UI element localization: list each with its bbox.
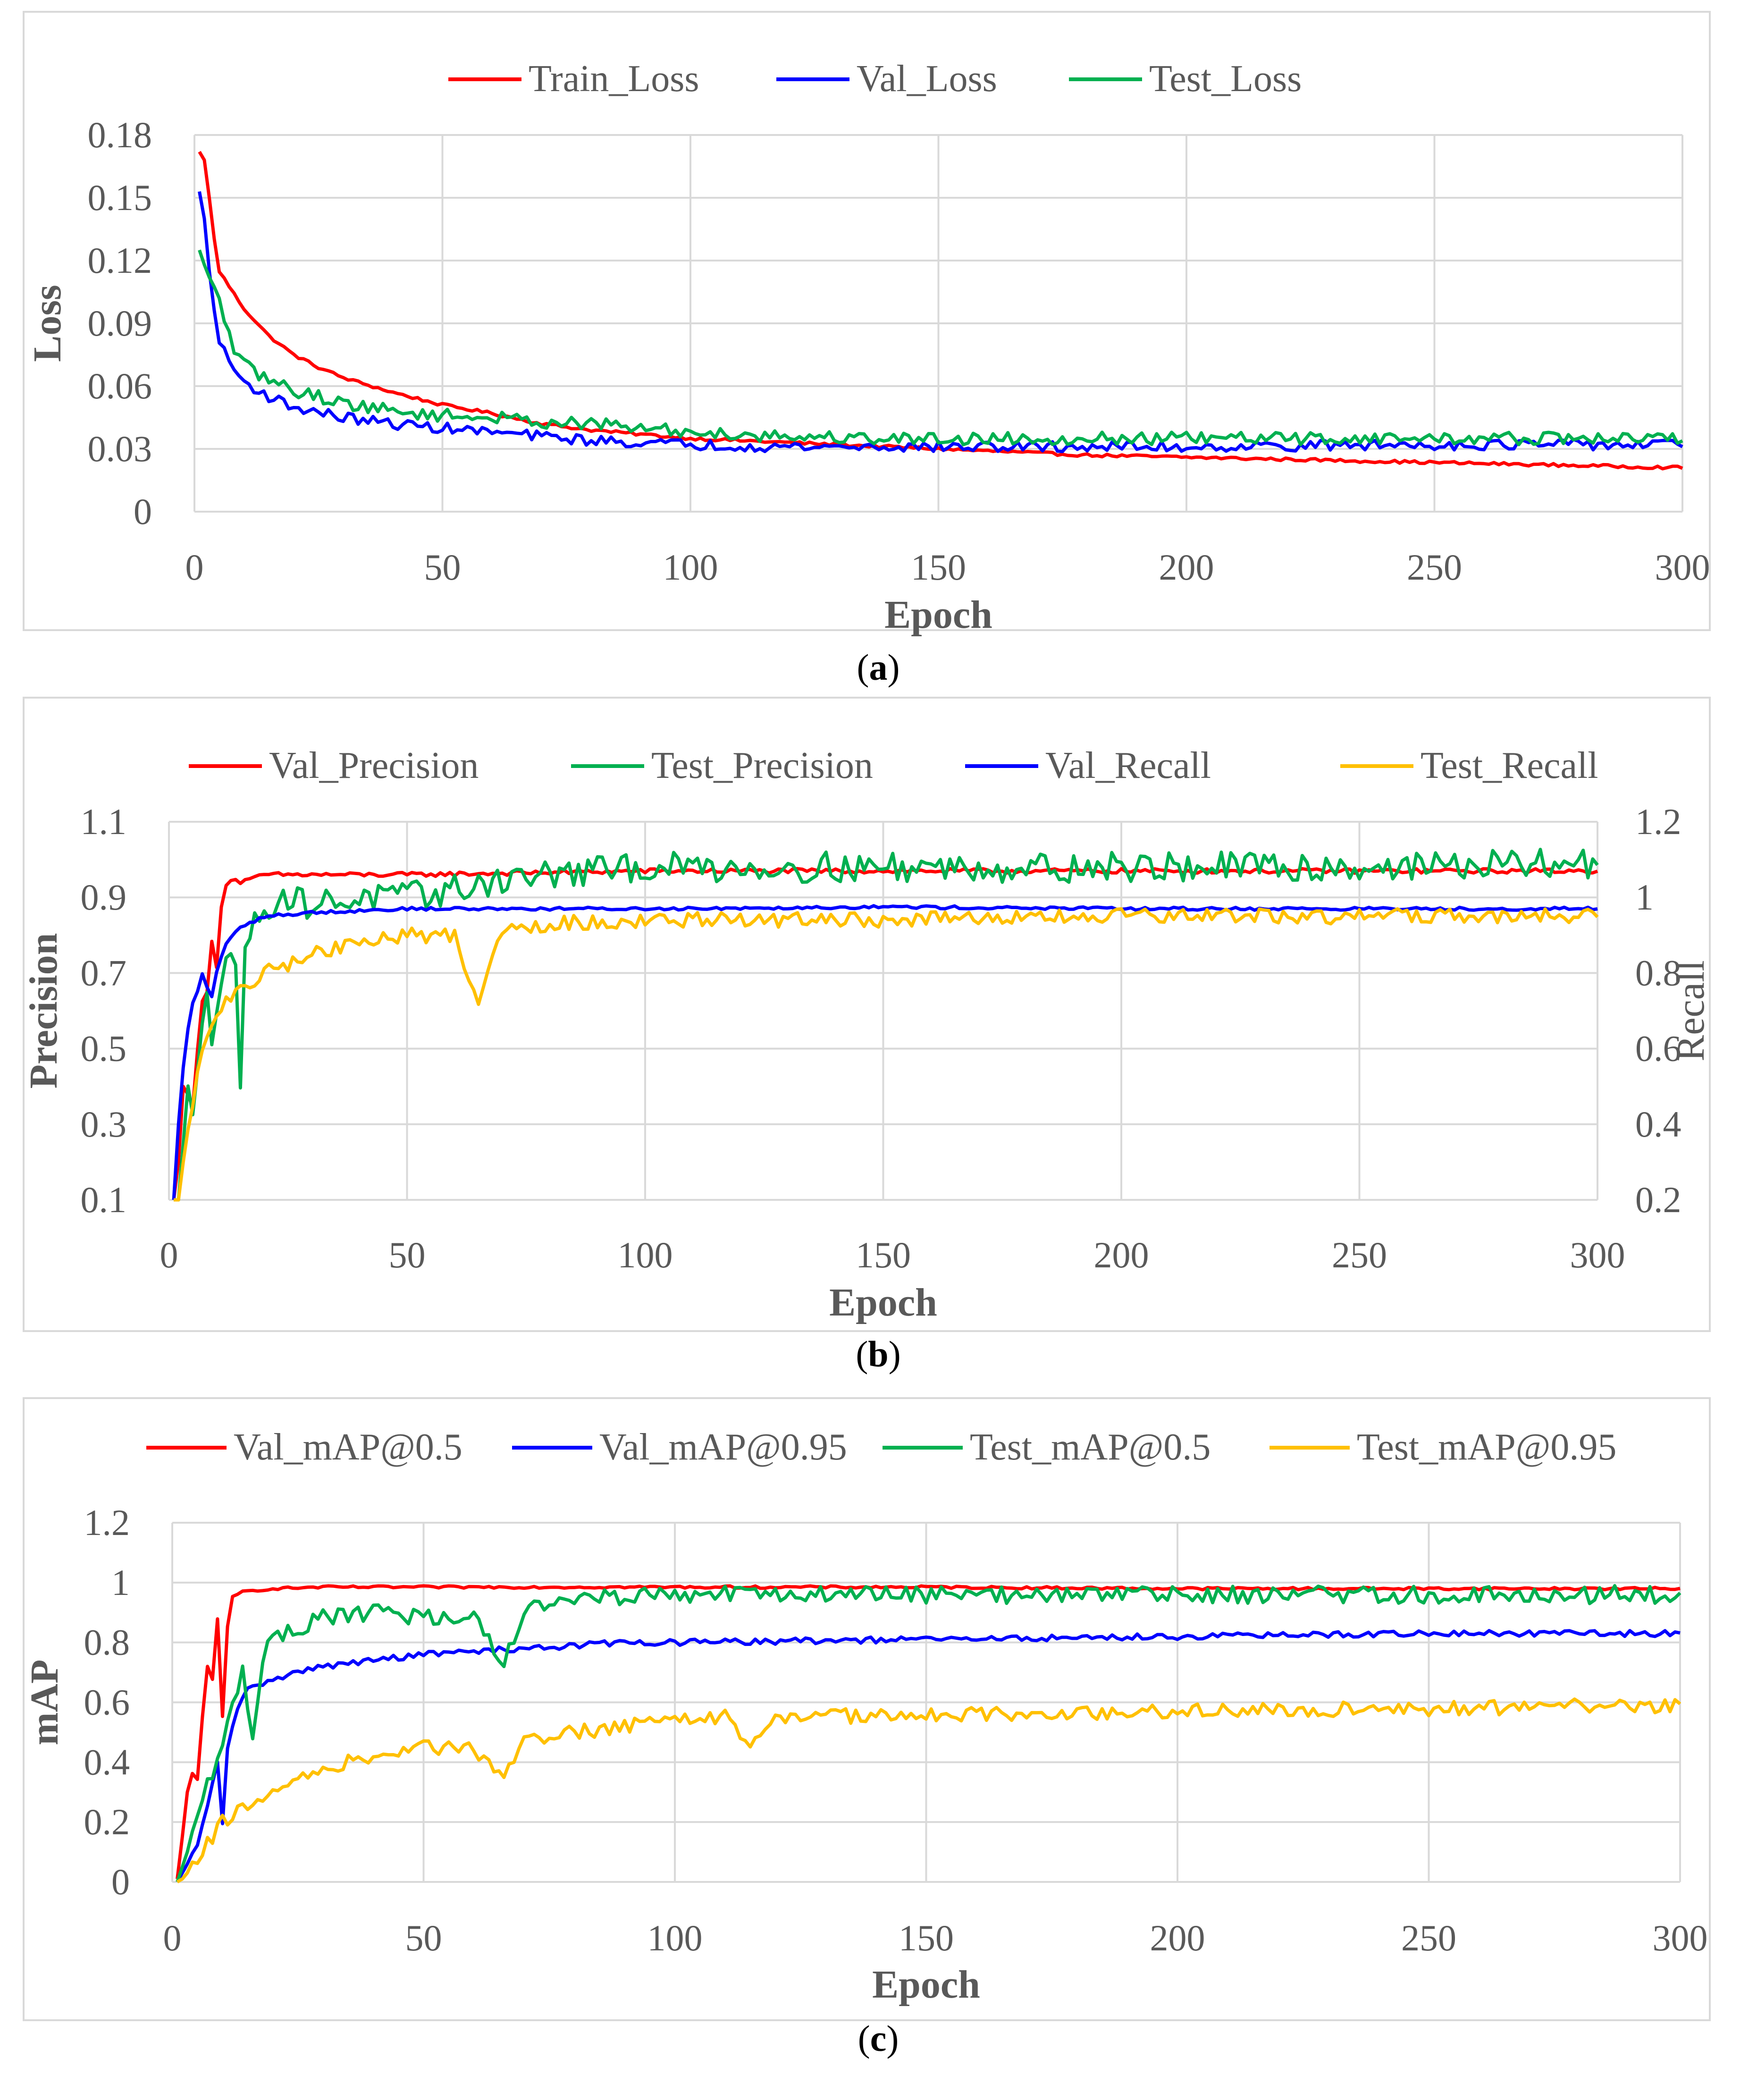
panel-caption: (a): [857, 647, 900, 688]
series-line-val-precision: [172, 867, 1598, 1200]
series-line-test-loss: [198, 249, 1683, 447]
x-tick-label: 200: [1159, 547, 1214, 588]
y-axis-title: Loss: [25, 285, 69, 362]
x-tick-label: 200: [1094, 1234, 1149, 1275]
y2-tick-label: 0.8: [1635, 952, 1681, 993]
chart-frame: [23, 11, 1711, 631]
y2-tick-label: 0.2: [1635, 1179, 1681, 1220]
y-tick-label: 0.9: [81, 877, 127, 918]
y-tick-label: 0.15: [88, 177, 152, 218]
legend-label: Val_Recall: [1045, 745, 1211, 786]
y-tick-label: 0.1: [81, 1179, 127, 1220]
y-tick-label: 1.1: [81, 801, 127, 842]
x-axis-title: Epoch: [872, 1963, 980, 2007]
y-tick-label: 0.06: [88, 365, 152, 406]
y2-tick-label: 1.2: [1635, 801, 1681, 842]
series-line-val-map-0-95: [176, 1629, 1681, 1883]
y-tick-label: 0.4: [84, 1741, 130, 1782]
x-tick-label: 300: [1655, 547, 1710, 588]
x-tick-label: 200: [1150, 1917, 1205, 1958]
y-tick-label: 0.8: [84, 1622, 130, 1663]
y-tick-label: 0.7: [81, 952, 127, 993]
y-tick-label: 0.03: [88, 428, 152, 469]
y-tick-label: 0: [111, 1861, 130, 1902]
y-tick-label: 0.2: [84, 1801, 130, 1842]
y-axis-title: mAP: [23, 1660, 67, 1746]
x-tick-label: 300: [1570, 1234, 1625, 1275]
legend-label: Test_Loss: [1149, 58, 1302, 100]
y-tick-label: 0.12: [88, 240, 152, 281]
panel-caption: (c): [858, 2018, 899, 2059]
legend-label: Val_mAP@0.95: [599, 1426, 847, 1468]
x-tick-label: 0: [160, 1234, 178, 1275]
chart-panel-a: 0 50 100 150 200 250 300 0 0.03 0.06 0.09 0.12 0.15 0…: [23, 11, 1711, 637]
series-line-test-map-0-5: [176, 1584, 1681, 1883]
legend-label: Val_Loss: [857, 58, 997, 100]
x-tick-label: 150: [911, 547, 966, 588]
y-tick-label: 0.18: [88, 114, 152, 155]
series-line-val-loss: [198, 191, 1683, 454]
y2-tick-label: 1: [1635, 877, 1654, 918]
series-line-val-map-0-5: [176, 1584, 1681, 1880]
x-tick-label: 100: [663, 547, 718, 588]
legend-label: Val_mAP@0.5: [234, 1426, 462, 1468]
chart-frame: [23, 697, 1711, 1332]
x-tick-label: 150: [856, 1234, 911, 1275]
x-tick-label: 50: [424, 547, 461, 588]
x-tick-label: 0: [163, 1917, 182, 1958]
x-tick-label: 100: [618, 1234, 673, 1275]
x-tick-label: 50: [405, 1917, 442, 1958]
legend-label: Test_Recall: [1421, 745, 1598, 786]
series-line-test-recall: [174, 907, 1599, 1202]
chart-panel-c: 0 50 100 150 200 250 300 0 0.2 0.4 0.6 0.8 1 1.2 Epoch…: [23, 1397, 1711, 2021]
y-tick-label: 0.3: [81, 1104, 127, 1145]
x-tick-label: 100: [647, 1917, 703, 1958]
legend-label: Train_Loss: [529, 58, 699, 100]
y-tick-label: 1.2: [84, 1502, 130, 1543]
x-tick-label: 150: [899, 1917, 954, 1958]
y2-tick-label: 0.6: [1635, 1028, 1681, 1069]
legend-label: Val_Precision: [269, 745, 479, 786]
legend-label: Test_mAP@0.5: [970, 1426, 1211, 1468]
legend-label: Test_mAP@0.95: [1357, 1426, 1616, 1468]
x-tick-label: 300: [1653, 1917, 1708, 1958]
y-tick-label: 0.09: [88, 303, 152, 344]
y2-tick-label: 0.4: [1635, 1104, 1681, 1145]
x-tick-label: 50: [389, 1234, 426, 1275]
y-tick-label: 0: [134, 491, 152, 532]
y-axis-title: Precision: [22, 933, 66, 1089]
x-tick-label: 250: [1407, 547, 1462, 588]
series-line-test-precision: [174, 848, 1599, 1202]
series-line-test-map-0-95: [176, 1697, 1681, 1884]
legend-label: Test_Precision: [651, 745, 873, 786]
y-tick-label: 1: [111, 1562, 130, 1603]
x-tick-label: 250: [1332, 1234, 1387, 1275]
x-axis-title: Epoch: [884, 593, 992, 637]
x-axis-title: Epoch: [829, 1281, 937, 1324]
chart-panel-b: 0 50 100 150 200 250 300 0.1 0.3 0.5 0.7 0.9 1.1 0.2 0…: [22, 697, 1713, 1332]
panel-caption: (b): [856, 1333, 900, 1375]
x-tick-label: 250: [1401, 1917, 1456, 1958]
x-tick-label: 0: [185, 547, 204, 588]
y-tick-label: 0.5: [81, 1028, 127, 1069]
y-tick-label: 0.6: [84, 1682, 130, 1723]
y2-axis-title: Recall: [1669, 960, 1713, 1062]
